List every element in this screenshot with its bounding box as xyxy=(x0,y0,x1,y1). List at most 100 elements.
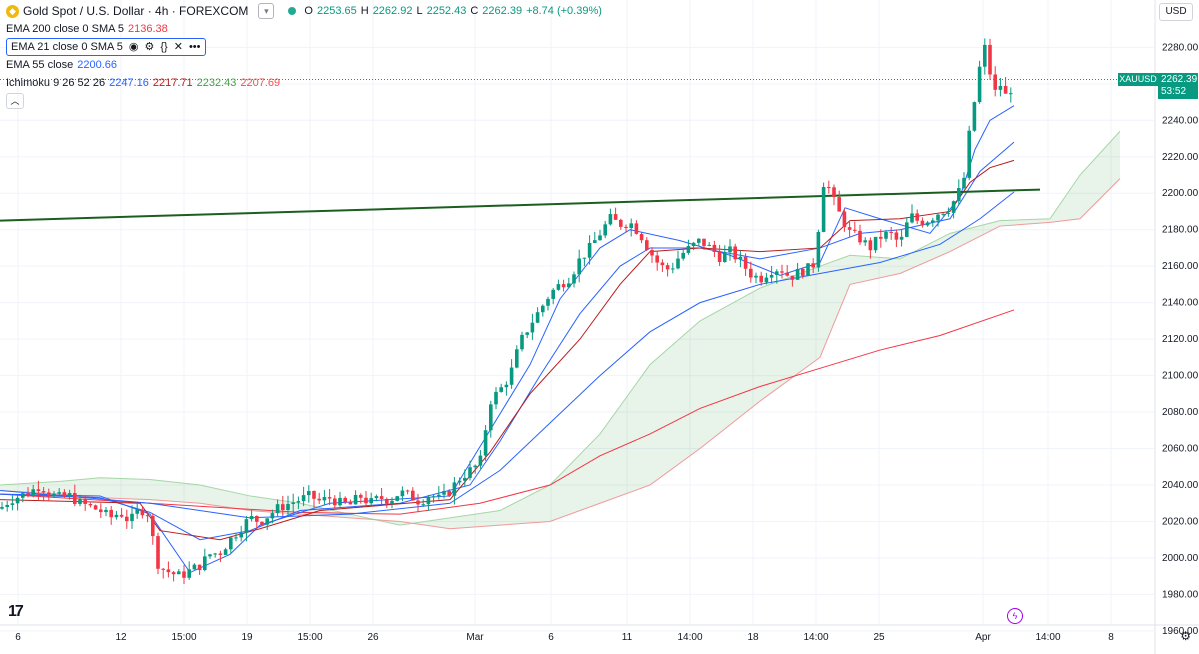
candle-body xyxy=(879,236,883,239)
candle-body xyxy=(41,491,46,493)
time-tick-label: Mar xyxy=(466,632,484,643)
candle-body xyxy=(265,518,269,525)
candle-body xyxy=(390,500,394,504)
market-status-icon xyxy=(288,7,297,15)
candle-body xyxy=(738,256,743,260)
tenkan-value: 2247.16 xyxy=(109,77,149,89)
candle-body xyxy=(379,496,384,499)
candle-body xyxy=(946,212,951,214)
symbol-price-tag: XAUUSD xyxy=(1118,73,1158,87)
candle-body xyxy=(353,494,358,505)
candle-body xyxy=(317,498,321,501)
more-icon[interactable]: ••• xyxy=(188,41,201,53)
candle-body xyxy=(931,220,935,223)
candle-body xyxy=(483,430,488,456)
candle-body xyxy=(884,231,888,239)
candle-body xyxy=(816,231,821,268)
candle-body xyxy=(582,257,587,259)
candle-body xyxy=(769,274,774,278)
lightning-icon[interactable]: ϟ xyxy=(1007,608,1023,624)
candle-body xyxy=(234,537,238,539)
candle-body xyxy=(795,268,800,280)
open-value: 2253.65 xyxy=(316,5,357,17)
symbol-title[interactable]: Gold Spot / U.S. Dollar · 4h · FOREXCOM xyxy=(23,4,249,18)
chevron-up-icon[interactable]: ︿ xyxy=(6,93,24,109)
candle-body xyxy=(567,283,571,288)
candle-body xyxy=(307,491,311,496)
candle-body xyxy=(421,504,425,506)
candle-body xyxy=(889,231,893,233)
span-b-value: 2207.69 xyxy=(240,77,281,89)
candle-body xyxy=(130,513,134,522)
line-kijun xyxy=(0,159,1015,541)
candle-body xyxy=(561,284,566,288)
candle-body xyxy=(125,516,129,522)
currency-button[interactable]: USD xyxy=(1159,3,1193,21)
indicator-ema55[interactable]: EMA 55 close 2200.66 xyxy=(6,56,602,74)
candle-body xyxy=(785,272,789,276)
candle-body xyxy=(728,246,732,253)
candle-body xyxy=(660,262,665,266)
settings-icon[interactable]: ⚙ xyxy=(144,41,155,53)
candle-body xyxy=(177,571,181,575)
candle-body xyxy=(676,258,680,269)
indicator-ema21[interactable]: EMA 21 close 0 SMA 5 ◉ ⚙ {} ✕ ••• xyxy=(6,38,602,56)
indicator-toolbar: EMA 21 close 0 SMA 5 ◉ ⚙ {} ✕ ••• xyxy=(6,38,206,56)
eye-icon[interactable]: ◉ xyxy=(128,41,139,53)
candle-body xyxy=(754,275,758,278)
candle-body xyxy=(920,220,925,226)
candle-body xyxy=(910,213,914,223)
price-tick-label: 2180.00 xyxy=(1162,225,1199,236)
candle-body xyxy=(587,242,592,258)
candle-body xyxy=(10,503,15,505)
axis-settings-icon[interactable]: ⚙ xyxy=(1180,629,1191,643)
candle-body xyxy=(697,238,701,243)
candle-body xyxy=(821,187,826,232)
candle-body xyxy=(613,214,618,220)
candle-body xyxy=(811,263,815,268)
candle-body xyxy=(73,493,77,505)
candle-body xyxy=(983,44,987,67)
legend-toggle-row: ︿ xyxy=(6,92,602,110)
change-value: +8.74 (+0.39%) xyxy=(526,5,602,17)
candle-body xyxy=(1003,85,1008,94)
candle-body xyxy=(119,514,124,517)
candle-body xyxy=(369,498,373,504)
candle-body xyxy=(702,238,706,246)
candle-body xyxy=(270,513,275,519)
candle-body xyxy=(457,480,462,483)
candle-body xyxy=(743,256,748,269)
time-tick-label: 15:00 xyxy=(171,632,196,643)
time-tick-label: 14:00 xyxy=(803,632,828,643)
tradingview-logo-icon[interactable]: 17 xyxy=(8,603,24,620)
candle-body xyxy=(556,284,561,290)
candle-body xyxy=(634,223,639,234)
time-tick-label: 8 xyxy=(1108,632,1114,643)
line-ema-21 xyxy=(0,141,1015,541)
collapse-icon[interactable]: ▾ xyxy=(258,3,275,19)
price-tick-label: 2020.00 xyxy=(1162,516,1199,527)
candle-body xyxy=(333,498,337,506)
candle-body xyxy=(873,236,878,251)
indicator-ema200[interactable]: EMA 200 close 0 SMA 5 2136.38 xyxy=(6,20,602,38)
candle-body xyxy=(535,312,540,323)
candle-body xyxy=(223,549,228,555)
candle-body xyxy=(577,258,581,275)
candle-body xyxy=(853,229,857,231)
candle-body xyxy=(671,268,675,270)
close-icon[interactable]: ✕ xyxy=(173,41,183,53)
time-tick-label: 14:00 xyxy=(677,632,702,643)
source-code-icon[interactable]: {} xyxy=(160,41,168,53)
indicator-value: 2200.66 xyxy=(77,59,118,71)
candle-body xyxy=(374,496,379,499)
price-tick-label: 2160.00 xyxy=(1162,261,1199,272)
candle-body xyxy=(36,489,41,492)
candle-body xyxy=(977,66,982,103)
candle-body xyxy=(639,233,644,241)
candle-body xyxy=(686,246,691,253)
time-tick-label: Apr xyxy=(975,632,991,643)
candle-body xyxy=(509,367,514,385)
indicator-ichimoku[interactable]: Ichimoku 9 26 52 26 2247.16 2217.71 2232… xyxy=(6,74,602,92)
trendline xyxy=(0,188,1041,222)
